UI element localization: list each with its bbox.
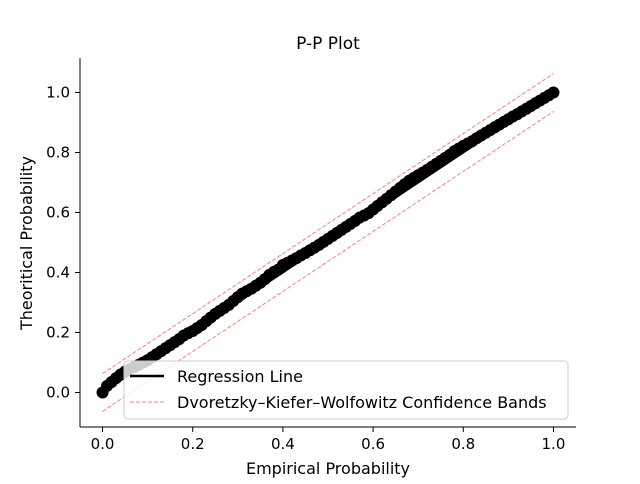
x-tick-label: 0.0 [91,435,115,453]
x-tick-label: 0.2 [181,435,205,453]
x-tick-label: 0.6 [361,435,385,453]
legend: Regression Line Dvoretzky–Kiefer–Wolfowi… [123,360,569,420]
regression-line [101,91,555,394]
regression-line-layer [101,91,555,394]
y-tick-label: 0.0 [46,384,70,402]
chart-title: P-P Plot [296,34,360,54]
upper-confidence-band [102,73,554,375]
y-tick-label: 0.2 [46,324,70,342]
y-axis-label: Theoritical Probability [17,156,36,331]
legend-box [123,360,569,420]
y-tick-label: 0.6 [46,204,70,222]
legend-dkw-bands-label: Dvoretzky–Kiefer–Wolfowitz Confidence Ba… [177,393,547,412]
y-tick-label: 0.8 [46,144,70,162]
y-tick-label: 0.4 [46,264,70,282]
y-tick-label: 1.0 [46,84,70,102]
x-axis-label: Empirical Probability [246,459,410,478]
x-tick-label: 0.4 [271,435,295,453]
x-axis-ticks: 0.0 0.2 0.4 0.6 0.8 1.0 [91,427,566,453]
y-axis-ticks: 0.0 0.2 0.4 0.6 0.8 1.0 [46,84,80,402]
x-tick-label: 0.8 [451,435,475,453]
legend-regression-label: Regression Line [177,367,303,386]
x-tick-label: 1.0 [542,435,566,453]
